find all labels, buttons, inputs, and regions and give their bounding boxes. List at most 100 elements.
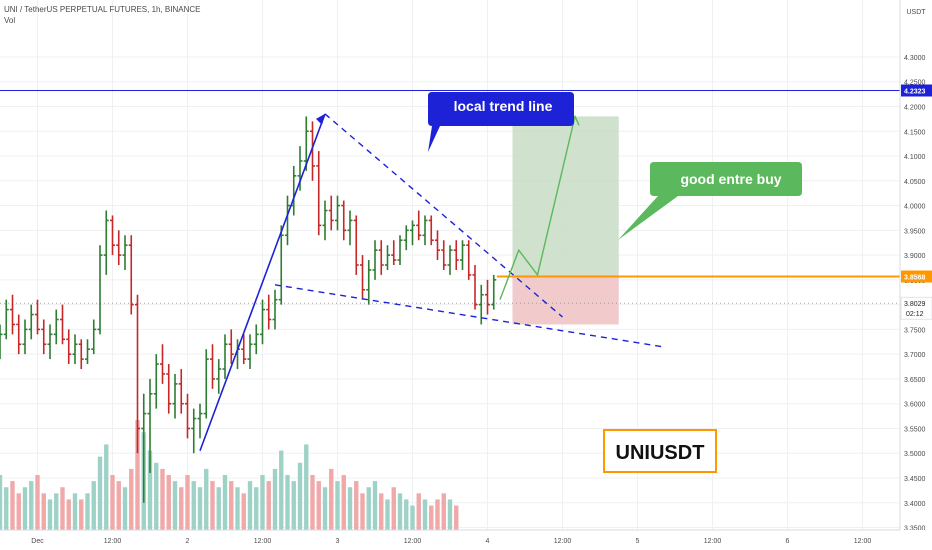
volume-bar [222, 475, 228, 530]
volume-bar [279, 450, 284, 530]
volume-bar [410, 505, 415, 530]
ohlc-bar [28, 304, 34, 340]
resistance-trend-line [324, 113, 563, 318]
volume-bar [97, 456, 103, 530]
trend-drawings[interactable] [199, 113, 663, 452]
ohlc-bar [435, 230, 440, 261]
volume-bar [147, 450, 153, 530]
ohlc-bar [172, 373, 178, 419]
time-tick-label: 12:00 [404, 538, 422, 545]
ohlc-bar [310, 121, 315, 181]
volume-bar [347, 487, 353, 530]
ohlc-bar [478, 284, 484, 325]
target-zone [512, 116, 619, 275]
volume-bar [404, 499, 409, 530]
volume-bar [385, 499, 390, 530]
price-tick-label: 3.7000 [904, 352, 926, 359]
ohlc-bar [416, 210, 422, 241]
ohlc-bar [491, 274, 497, 310]
volume-bar [91, 481, 96, 530]
time-tick-label: 4 [486, 538, 490, 545]
volume-bar [285, 475, 290, 530]
ohlc-bar [260, 299, 265, 345]
volume-bar [216, 487, 221, 530]
volume-bar [422, 499, 428, 530]
volume-bar [260, 475, 265, 530]
ohlc-bar [385, 245, 390, 270]
price-tick-label: 3.5500 [904, 426, 926, 433]
symbol-title[interactable]: UNI / TetherUS PERPETUAL FUTURES, 1h, BI… [4, 5, 201, 14]
ohlc-bar [210, 344, 215, 389]
volume-bar [241, 493, 246, 530]
ohlc-bar [85, 339, 90, 365]
time-tick-label: 12:00 [554, 538, 572, 545]
ohlc-bar [410, 220, 415, 246]
ohlc-bar [60, 304, 65, 345]
trend-label-bubble [428, 92, 574, 152]
ohlc-bar [72, 334, 78, 365]
volume-bar [291, 481, 296, 530]
volume-bar [54, 493, 59, 530]
volume-bar [0, 475, 3, 530]
ohlc-bar [147, 378, 153, 474]
ohlc-bar [397, 235, 403, 265]
volume-bar [41, 493, 46, 530]
ohlc-bar [35, 299, 40, 335]
price-tick-label: 3.9500 [904, 228, 926, 235]
ohlc-bar [178, 369, 184, 414]
ohlc-bar [316, 151, 322, 236]
ohlc-bar [135, 294, 140, 454]
chart-header: UNI / TetherUS PERPETUAL FUTURES, 1h, BI… [4, 4, 201, 26]
price-axis[interactable]: USDT 4.3000 4.2500 4.2000 4.1500 4.1000 4.0500… [899, 0, 932, 550]
projected-path [499, 116, 576, 300]
volume-bar [229, 481, 234, 530]
volume-bar [297, 462, 303, 530]
volume-bar [116, 481, 121, 530]
ohlc-bar [378, 240, 384, 275]
volume-bar [29, 481, 34, 530]
volume-bar [172, 481, 178, 530]
volume-bar [247, 481, 253, 530]
currency-label: USDT [906, 9, 926, 16]
volume-bar [85, 493, 90, 530]
time-axis-bg [0, 530, 932, 550]
volume-bar [435, 499, 440, 530]
ohlc-bar [447, 245, 453, 275]
ohlc-bar [485, 279, 490, 315]
ohlc-bar [191, 408, 197, 454]
time-axis[interactable]: Dec 12:00 2 12:00 3 12:00 4 12:00 5 12:00 6 12:00 [0, 529, 932, 550]
price-tick-label: 3.6500 [904, 377, 926, 384]
ohlc-bar [185, 393, 190, 439]
ohlc-bar [391, 240, 397, 265]
ohlc-bar [428, 215, 434, 246]
ohlc-bar [441, 240, 447, 270]
volume-legend: Vol [4, 16, 16, 25]
ohlc-bar [41, 319, 47, 355]
ohlc-bar [241, 334, 247, 365]
ohlc-bar [122, 235, 128, 270]
volume-bar [16, 493, 21, 530]
ohlc-bar [278, 225, 284, 305]
candlestick-series[interactable] [0, 116, 497, 503]
price-tick-label: 4.2000 [904, 104, 926, 111]
volume-bar [454, 505, 459, 530]
ohlc-bar [353, 215, 359, 275]
price-tick-label: 3.3500 [904, 526, 926, 533]
ohlc-bar [253, 324, 259, 355]
ohlc-bar [53, 309, 59, 345]
ohlc-bar [197, 403, 203, 439]
volume-bar [135, 420, 140, 530]
ohlc-bar [116, 230, 122, 265]
ohlc-bar [153, 354, 159, 409]
annotation-labels: local trend line good entre buy UNIUSDT [428, 92, 802, 473]
volume-bar [397, 493, 403, 530]
volume-bar [335, 481, 340, 530]
price-tick-label: 3.9000 [904, 253, 926, 260]
volume-bar [447, 499, 453, 530]
volume-bar [272, 468, 278, 530]
volume-bar [47, 499, 53, 530]
ohlc-bar [16, 314, 22, 355]
ohlc-bar [10, 294, 15, 335]
ohlc-bar [335, 195, 340, 231]
